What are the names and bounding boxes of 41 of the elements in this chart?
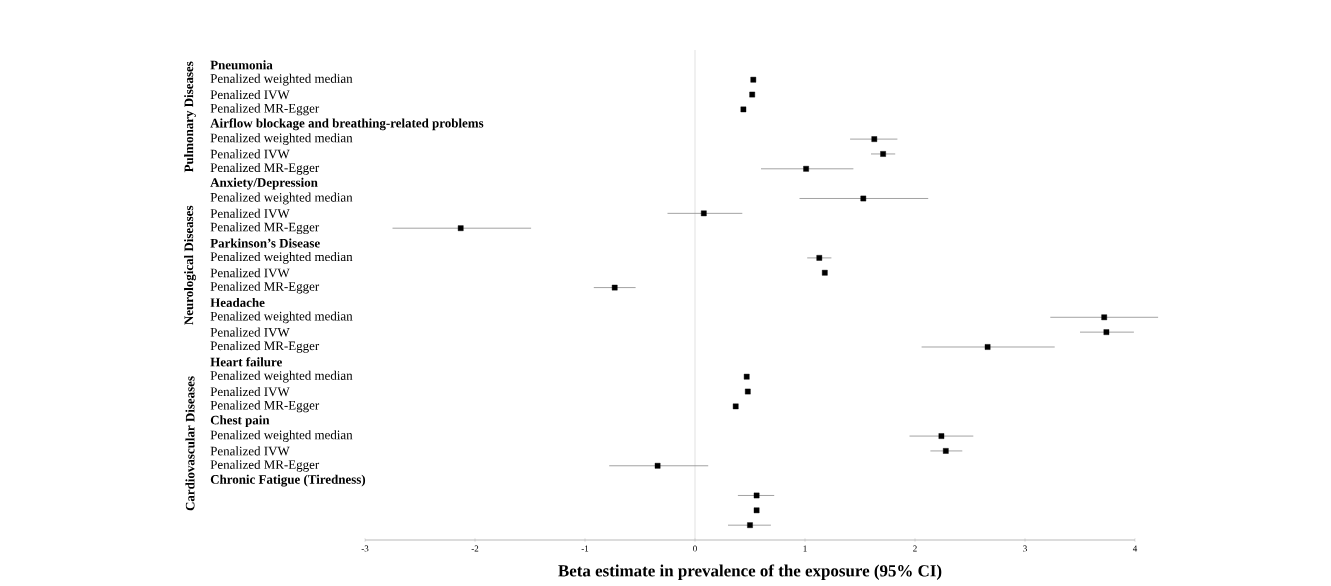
y-tick-label: Penalized MR-Egger	[210, 103, 320, 116]
x-tick-label: 4	[1132, 545, 1138, 552]
y-tick-label: Penalized IVW	[210, 268, 290, 278]
text: Anxiety/Depression	[210, 177, 318, 190]
y-tick-label: Penalized IVW	[210, 446, 290, 456]
y-tick-label: Penalized MR-Egger	[210, 281, 320, 294]
x-axis-title: Beta estimate in prevalence of the exposure (95% CI)	[558, 564, 942, 580]
text: Headache	[210, 297, 265, 307]
x-tick-label: 3	[1023, 545, 1027, 552]
text: Parkinson’s Disease	[210, 238, 320, 248]
y-tick-label: Penalized weighted median	[210, 430, 353, 442]
x-tick-label: -2	[471, 545, 479, 552]
annotation: Chronic Fatigue (Tiredness)	[210, 474, 366, 487]
x-tick-label: -3	[361, 545, 369, 552]
y-tick-label: Penalized MR-Egger	[210, 341, 320, 353]
text: Chest pain	[210, 415, 270, 428]
text: Cardiovascular Diseases	[185, 376, 195, 511]
text: Pulmonary Diseases	[184, 61, 196, 173]
y-tick-label: Penalized weighted median	[210, 192, 353, 205]
y-tick-label: Penalized weighted median	[210, 370, 353, 383]
y-tick-label: Penalized MR-Egger	[210, 222, 320, 235]
y-tick-label: Penalized MR-Egger	[210, 400, 320, 413]
y-tick-label: Penalized IVW	[210, 386, 290, 397]
y-tick-label: Penalized MR-Egger	[210, 162, 320, 175]
y-tick-label: Penalized IVW	[210, 89, 290, 100]
y-tick-label: Penalized IVW	[210, 327, 290, 337]
x-tick-label: 0	[693, 545, 697, 552]
y-tick-label: Penalized IVW	[210, 149, 290, 159]
y-tick-label: Penalized weighted median	[210, 252, 353, 264]
y-tick-label: Penalized weighted median	[210, 311, 353, 324]
x-tick-label: -1	[581, 545, 589, 552]
text: Heart failure	[210, 357, 282, 367]
y-tick-label: Penalized IVW	[210, 208, 290, 218]
y-tick-label: Penalized weighted median	[210, 133, 353, 145]
x-tick-label: 1	[803, 545, 807, 552]
x-tick-label: 2	[913, 545, 917, 552]
y-tick-label: Penalized weighted median	[210, 73, 353, 86]
y-tick-label: Penalized MR-Egger	[210, 459, 320, 472]
annotation: Airflow blockage and breathing-related problems	[210, 118, 484, 131]
text: Pneumonia	[210, 60, 273, 70]
text: Neurological Diseases	[184, 205, 196, 325]
